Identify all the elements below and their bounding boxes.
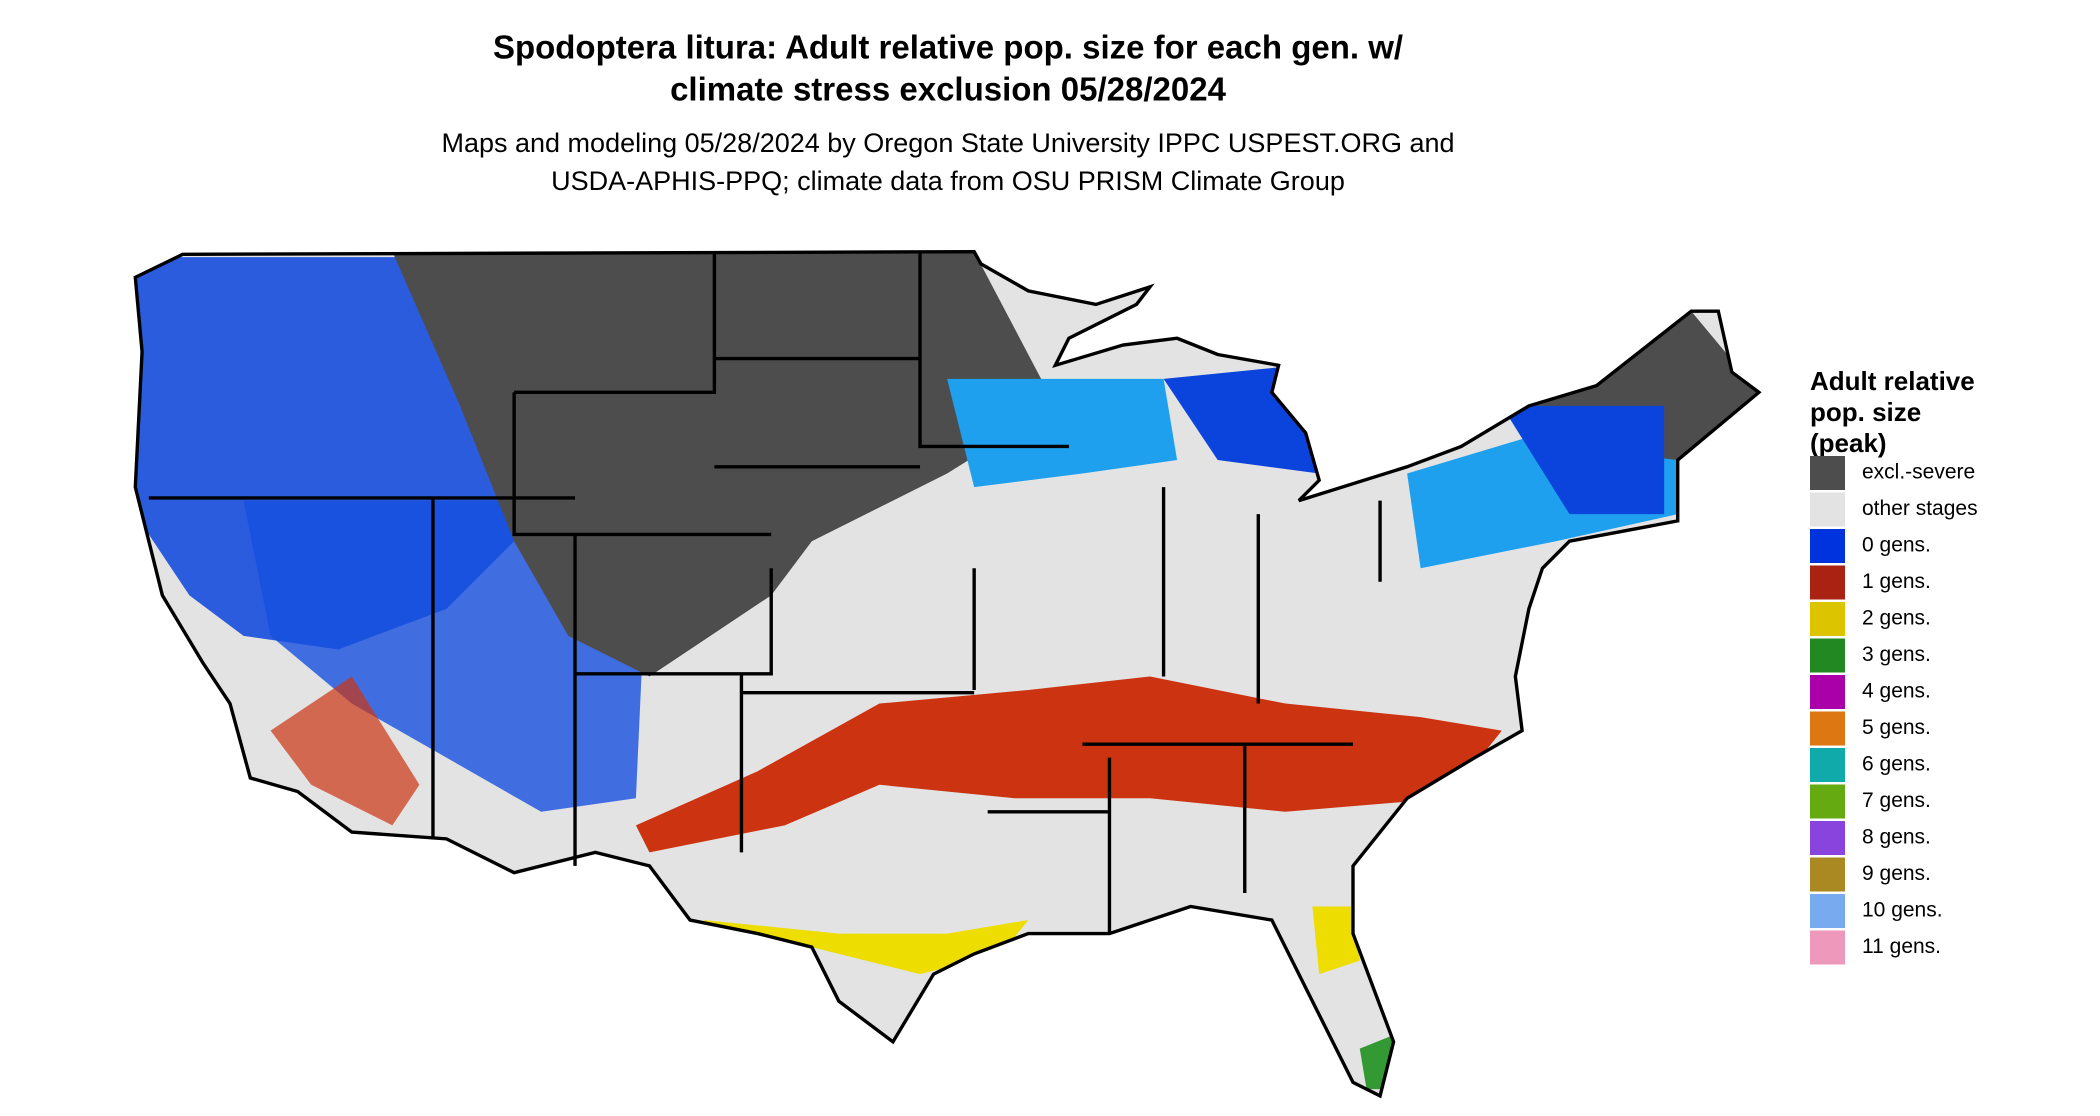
title-line: Spodoptera litura: Adult relative pop. s… [493, 29, 1403, 66]
legend-label: 1 gens. [1862, 570, 1931, 593]
legend-label: 10 gens. [1862, 899, 1943, 922]
borders [133, 249, 1762, 1099]
legend-swatch [1810, 748, 1845, 782]
legend-swatch [1810, 857, 1845, 892]
subtitle-line: Maps and modeling 05/28/2024 by Oregon S… [441, 128, 1454, 158]
legend-title: (peak) [1810, 428, 1887, 458]
legend-label: other stages [1862, 497, 1978, 520]
legend-swatch [1810, 638, 1845, 673]
map-fill [135, 251, 1759, 1096]
legend-swatch [1810, 894, 1845, 928]
legend-swatch [1810, 711, 1845, 746]
legend-label: 9 gens. [1862, 862, 1931, 885]
legend-swatch [1810, 492, 1845, 527]
legend-label: 2 gens. [1862, 607, 1931, 630]
legend-swatch [1810, 602, 1845, 636]
legend-label: 5 gens. [1862, 716, 1931, 739]
legend-swatch [1810, 565, 1845, 600]
legend-swatch [1810, 930, 1845, 965]
legend-label: 4 gens. [1862, 680, 1931, 703]
legend-label: 0 gens. [1862, 534, 1931, 557]
legend-label: 11 gens. [1862, 935, 1941, 958]
legend: Adult relative pop. size (peak) excl.-se… [1810, 366, 1978, 965]
subtitle-line: USDA-APHIS-PPQ; climate data from OSU PR… [551, 166, 1345, 196]
legend-title: pop. size [1810, 397, 1921, 427]
legend-swatch [1810, 529, 1845, 563]
legend-swatch [1810, 821, 1845, 855]
legend-label: excl.-severe [1862, 461, 1975, 484]
legend-swatch [1810, 456, 1845, 490]
legend-label: 6 gens. [1862, 753, 1931, 776]
legend-title: Adult relative [1810, 366, 1975, 396]
legend-swatch [1810, 784, 1845, 819]
legend-label: 3 gens. [1862, 643, 1931, 666]
legend-label: 8 gens. [1862, 826, 1931, 849]
title-line: climate stress exclusion 05/28/2024 [670, 71, 1227, 108]
legend-label: 7 gens. [1862, 789, 1931, 812]
legend-swatch [1810, 675, 1845, 709]
map [133, 249, 1762, 1099]
